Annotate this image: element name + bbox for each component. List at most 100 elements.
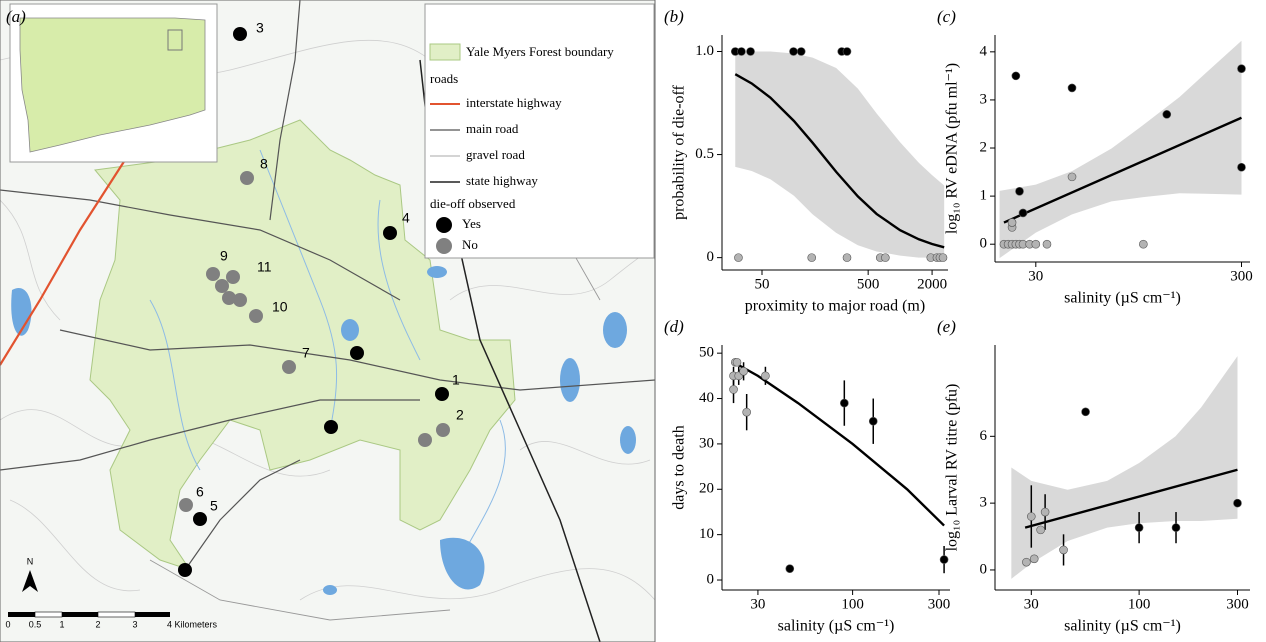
y-tick-label: 20 [699,481,714,497]
y-tick-label: 0.5 [695,146,714,162]
legend-label: interstate highway [466,95,562,110]
point [939,555,949,564]
fit-line [732,361,945,527]
site-label: 4 [402,210,410,226]
point [1031,239,1041,249]
y-tick-label: 40 [699,390,714,406]
scale-label: 3 [132,619,137,629]
x-tick-label: 300 [928,596,951,612]
legend-label: No [462,237,478,252]
point [737,47,746,56]
map-frame [0,0,656,642]
site-marker [240,171,254,185]
y-tick-label: 4 [980,43,988,59]
x-tick-label: 30 [750,596,765,612]
legend-label: Yale Myers Forest boundary [466,44,614,59]
site-marker [436,423,450,437]
y-axis-label: probability of die-off [671,84,688,219]
state-outline [19,17,206,153]
site-label: 3 [256,20,264,36]
site-marker [222,291,236,305]
site-label: 9 [220,248,228,264]
y-tick-label: 6 [980,428,988,444]
x-tick-label: 300 [1230,268,1253,284]
site-marker [193,512,207,526]
inset-map [9,3,218,163]
point [807,253,817,262]
y-axis-label: log₁₀ Larval RV titre (pfu) [944,384,961,552]
point [842,47,852,56]
confidence-band [735,51,945,258]
y-tick-label: 0 [980,561,988,577]
plot-area [999,40,1242,259]
site-marker [249,309,263,323]
point [1015,187,1024,196]
x-tick-label: 100 [841,596,864,612]
legend-marker [436,238,452,254]
site-label: 1 [452,372,460,388]
y-tick-label: 3 [980,91,988,107]
point [1171,523,1181,532]
panel-label: (b) [664,7,684,26]
point [840,398,849,408]
point [1029,554,1039,564]
y-tick-label: 1 [980,188,988,204]
point [734,253,743,262]
point [1022,557,1031,567]
y-tick-label: 10 [699,526,714,542]
legend-heading: roads [430,71,458,86]
fit-line [1003,116,1242,224]
point [761,371,770,381]
north-arrow: N [22,556,38,592]
legend-heading: die-off observed [430,196,516,211]
legend-label: Yes [462,216,481,231]
site-marker [215,279,229,293]
y-tick-label: 50 [699,345,714,361]
x-axis-label: salinity (µS cm⁻¹) [1064,290,1181,307]
x-tick-label: 50 [754,276,769,292]
x-tick-label: 500 [857,276,880,292]
x-tick-label: 30 [1024,596,1039,612]
north-label: N [27,556,34,566]
site-marker [383,226,397,240]
point [1007,218,1017,227]
panel-label: (d) [664,317,684,336]
site-label: 11 [257,259,272,275]
fit-line [734,73,945,249]
point [789,47,798,56]
y-tick-label: 2 [980,139,988,155]
y-axis-label: days to death [671,425,688,509]
y-tick-label: 0 [980,236,988,252]
fit-line [1024,468,1238,529]
y-axis-label: log₁₀ RV eDNA (pfu ml⁻¹) [944,63,961,234]
y-tick-label: 1.0 [695,43,714,59]
x-axis-label: proximity to major road (m) [745,298,925,315]
point [746,47,755,56]
point [1059,545,1068,555]
scale-label: 0 [5,619,10,629]
point [1237,64,1246,73]
x-tick-label: 2000 [917,276,947,292]
site-marker [435,387,449,401]
site-label: 6 [196,484,204,500]
point [1018,208,1028,218]
scale-label: 2 [95,619,100,629]
point [1011,71,1021,81]
point [842,253,852,262]
point [1067,172,1077,182]
scale-label: 0.5 [29,619,42,629]
legend-label: gravel road [466,147,525,162]
y-tick-label: 0 [707,571,715,587]
x-axis-label: salinity (µS cm⁻¹) [778,618,895,635]
point [1040,507,1050,517]
confidence-band [999,40,1242,259]
confidence-band [1011,356,1238,579]
site-marker [324,420,338,434]
point [1162,110,1172,119]
sites: 3 8 4 9 11 10 7 1 2 65 [178,20,464,577]
site-label: 2 [456,407,464,423]
scale-label: 4 Kilometers [167,619,218,629]
panel-label: (c) [937,7,956,26]
site-marker [179,498,193,512]
site-marker [418,433,432,447]
